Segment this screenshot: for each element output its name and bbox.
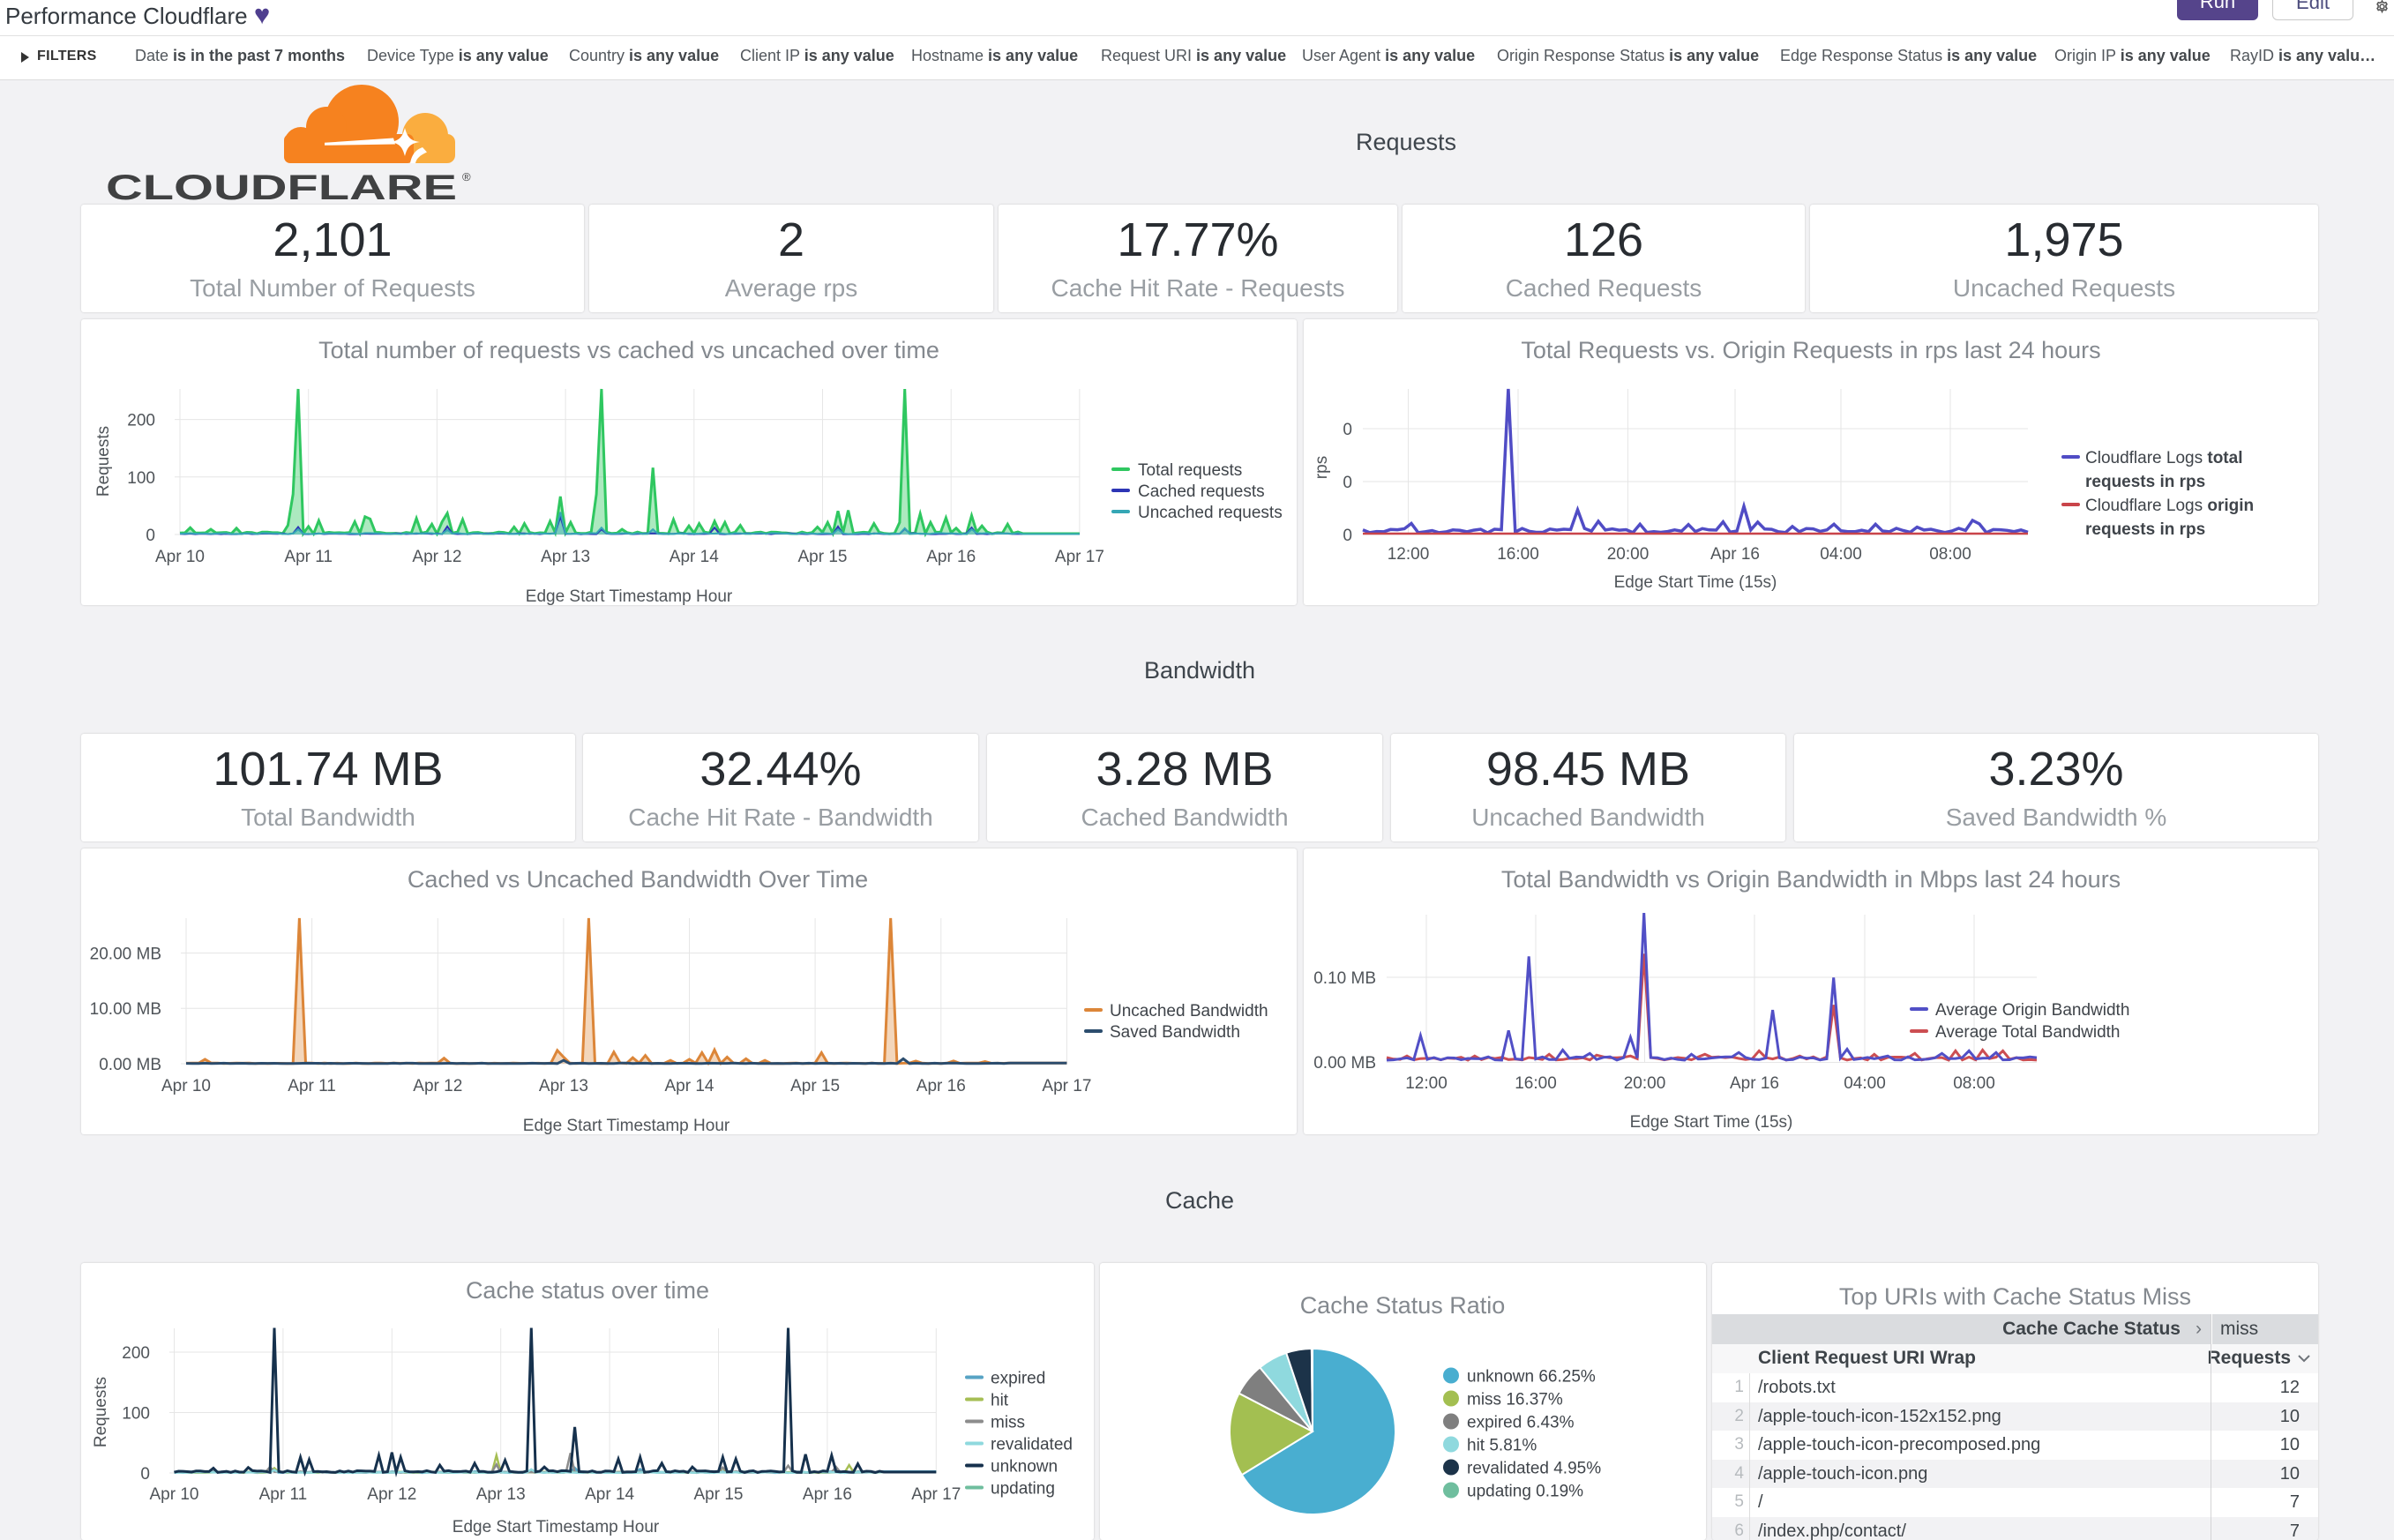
svg-text:Edge Start Time (15s): Edge Start Time (15s) bbox=[1614, 573, 1777, 592]
svg-text:Requests: Requests bbox=[94, 426, 113, 497]
svg-text:04:00: 04:00 bbox=[1820, 545, 1862, 564]
svg-text:08:00: 08:00 bbox=[1953, 1074, 1995, 1093]
svg-text:Apr 12: Apr 12 bbox=[367, 1485, 416, 1504]
svg-text:16:00: 16:00 bbox=[1497, 545, 1539, 564]
svg-text:100: 100 bbox=[122, 1405, 150, 1424]
svg-text:CLOUDFLARE: CLOUDFLARE bbox=[106, 168, 457, 203]
svg-text:Apr 16: Apr 16 bbox=[1710, 545, 1760, 564]
svg-text:Apr 10: Apr 10 bbox=[150, 1485, 199, 1504]
svg-text:requests in rps: requests in rps bbox=[2085, 520, 2205, 539]
svg-text:®: ® bbox=[462, 170, 471, 183]
svg-text:04:00: 04:00 bbox=[1844, 1074, 1886, 1093]
svg-text:Apr 15: Apr 15 bbox=[790, 1077, 840, 1095]
svg-text:unknown: unknown bbox=[991, 1458, 1058, 1476]
svg-text:20:00: 20:00 bbox=[1607, 545, 1650, 564]
svg-text:Apr 15: Apr 15 bbox=[798, 548, 848, 566]
svg-text:Average Origin Bandwidth: Average Origin Bandwidth bbox=[1935, 1001, 2129, 1020]
svg-text:Edge Start Timestamp Hour: Edge Start Timestamp Hour bbox=[453, 1518, 660, 1536]
svg-text:Cached requests: Cached requests bbox=[1138, 482, 1265, 501]
svg-text:10.00 MB: 10.00 MB bbox=[90, 1000, 161, 1019]
svg-text:Apr 13: Apr 13 bbox=[541, 548, 590, 566]
svg-text:Apr 15: Apr 15 bbox=[694, 1485, 744, 1504]
svg-text:Cache Status Ratio: Cache Status Ratio bbox=[1300, 1292, 1506, 1319]
svg-text:Apr 11: Apr 11 bbox=[284, 548, 333, 566]
svg-text:0: 0 bbox=[140, 1465, 150, 1484]
svg-text:Total number of requests vs ca: Total number of requests vs cached vs un… bbox=[318, 337, 939, 363]
svg-text:hit: hit bbox=[991, 1392, 1009, 1410]
svg-text:Apr 16: Apr 16 bbox=[1730, 1074, 1779, 1093]
svg-text:Uncached Bandwidth: Uncached Bandwidth bbox=[1110, 1002, 1268, 1020]
svg-text:updating: updating bbox=[991, 1480, 1055, 1499]
svg-text:Cloudflare Logs origin: Cloudflare Logs origin bbox=[2085, 497, 2254, 515]
svg-text:updating 0.19%: updating 0.19% bbox=[1467, 1483, 1583, 1501]
svg-text:Apr 16: Apr 16 bbox=[803, 1485, 852, 1504]
svg-text:0.00 MB: 0.00 MB bbox=[99, 1056, 161, 1074]
svg-text:Apr 17: Apr 17 bbox=[1042, 1077, 1091, 1095]
svg-text:200: 200 bbox=[127, 412, 155, 430]
svg-text:Apr 16: Apr 16 bbox=[916, 1077, 966, 1095]
svg-text:Apr 10: Apr 10 bbox=[155, 548, 205, 566]
svg-text:100: 100 bbox=[127, 469, 155, 488]
svg-text:12:00: 12:00 bbox=[1388, 545, 1430, 564]
svg-text:Apr 14: Apr 14 bbox=[665, 1077, 714, 1095]
svg-text:miss 16.37%: miss 16.37% bbox=[1467, 1391, 1563, 1409]
svg-text:Apr 14: Apr 14 bbox=[585, 1485, 634, 1504]
svg-text:0.10 MB: 0.10 MB bbox=[1313, 969, 1376, 988]
svg-text:Total Requests vs. Origin Requ: Total Requests vs. Origin Requests in rp… bbox=[1521, 337, 2100, 363]
svg-text:0: 0 bbox=[146, 527, 155, 545]
svg-text:Apr 13: Apr 13 bbox=[539, 1077, 588, 1095]
svg-text:20:00: 20:00 bbox=[1624, 1074, 1666, 1093]
svg-text:Apr 17: Apr 17 bbox=[911, 1485, 961, 1504]
svg-text:200: 200 bbox=[122, 1344, 150, 1363]
svg-text:expired 6.43%: expired 6.43% bbox=[1467, 1414, 1575, 1432]
svg-text:0.00 MB: 0.00 MB bbox=[1313, 1054, 1376, 1073]
svg-text:Edge Start Timestamp Hour: Edge Start Timestamp Hour bbox=[526, 587, 733, 605]
svg-text:Average Total Bandwidth: Average Total Bandwidth bbox=[1935, 1023, 2121, 1042]
svg-text:Edge Start Time (15s): Edge Start Time (15s) bbox=[1630, 1113, 1793, 1132]
svg-text:hit 5.81%: hit 5.81% bbox=[1467, 1437, 1537, 1455]
svg-text:Apr 16: Apr 16 bbox=[926, 548, 976, 566]
svg-text:0: 0 bbox=[1343, 421, 1352, 439]
svg-text:revalidated 4.95%: revalidated 4.95% bbox=[1467, 1460, 1601, 1478]
svg-text:Edge Start Timestamp Hour: Edge Start Timestamp Hour bbox=[523, 1117, 730, 1134]
svg-text:requests in rps: requests in rps bbox=[2085, 473, 2205, 491]
svg-text:unknown 66.25%: unknown 66.25% bbox=[1467, 1368, 1596, 1387]
svg-text:Apr 11: Apr 11 bbox=[288, 1077, 336, 1095]
svg-text:Apr 11: Apr 11 bbox=[259, 1485, 308, 1504]
svg-text:0: 0 bbox=[1343, 527, 1352, 545]
svg-text:16:00: 16:00 bbox=[1515, 1074, 1557, 1093]
svg-text:08:00: 08:00 bbox=[1929, 545, 1971, 564]
svg-text:Apr 12: Apr 12 bbox=[412, 548, 461, 566]
svg-text:Apr 14: Apr 14 bbox=[670, 548, 719, 566]
svg-text:Total Bandwidth vs Origin Band: Total Bandwidth vs Origin Bandwidth in M… bbox=[1501, 866, 2121, 893]
svg-text:revalidated: revalidated bbox=[991, 1436, 1073, 1454]
svg-text:rps: rps bbox=[1313, 456, 1331, 479]
svg-text:Requests: Requests bbox=[92, 1377, 110, 1447]
svg-text:Apr 12: Apr 12 bbox=[413, 1077, 462, 1095]
svg-text:Uncached requests: Uncached requests bbox=[1138, 504, 1283, 522]
svg-text:Apr 17: Apr 17 bbox=[1055, 548, 1104, 566]
svg-text:Apr 13: Apr 13 bbox=[476, 1485, 526, 1504]
svg-text:20.00 MB: 20.00 MB bbox=[90, 946, 161, 964]
svg-text:Total requests: Total requests bbox=[1138, 461, 1242, 480]
svg-text:miss: miss bbox=[991, 1414, 1025, 1432]
svg-text:expired: expired bbox=[991, 1370, 1045, 1388]
svg-text:12:00: 12:00 bbox=[1405, 1074, 1448, 1093]
svg-text:Cloudflare Logs total: Cloudflare Logs total bbox=[2085, 449, 2242, 467]
svg-text:Cache status over time: Cache status over time bbox=[466, 1277, 709, 1304]
svg-text:0: 0 bbox=[1343, 474, 1352, 492]
svg-text:Cached vs Uncached Bandwidth O: Cached vs Uncached Bandwidth Over Time bbox=[408, 866, 868, 893]
svg-text:Apr 10: Apr 10 bbox=[161, 1077, 211, 1095]
svg-text:Saved Bandwidth: Saved Bandwidth bbox=[1110, 1023, 1240, 1042]
